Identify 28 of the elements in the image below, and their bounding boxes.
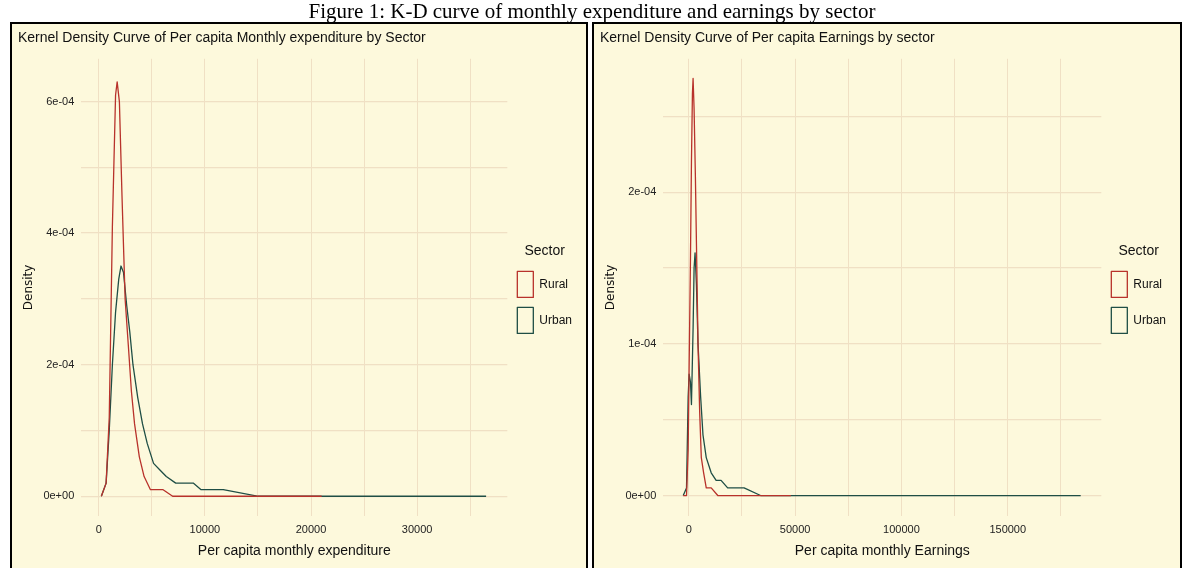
x-tick-label: 30000 — [401, 522, 433, 535]
legend-title: Sector — [1118, 242, 1160, 259]
y-axis-title: Density — [603, 264, 618, 311]
x-tick-label: 20000 — [295, 522, 327, 535]
y-tick-label: 0e+00 — [43, 489, 75, 502]
y-tick-label: 2e-04 — [46, 357, 75, 370]
y-tick-label: 1e-04 — [628, 336, 657, 349]
x-axis-title: Per capita monthly expenditure — [197, 542, 392, 559]
chart-title: Kernel Density Curve of Per capita Earnings by sector — [600, 29, 935, 46]
x-tick-label: 0 — [685, 522, 692, 535]
y-tick-label: 2e-04 — [628, 185, 657, 198]
y-tick-label: 4e-04 — [46, 226, 75, 239]
x-tick-label: 100000 — [883, 522, 920, 535]
legend-label: Rural — [1133, 276, 1162, 291]
legend-label: Urban — [539, 312, 572, 327]
legend-title: Sector — [524, 242, 566, 259]
y-tick-label: 6e-04 — [46, 94, 75, 107]
legend-label: Urban — [1133, 312, 1166, 327]
y-axis-title: Density — [21, 264, 36, 311]
x-tick-label: 150000 — [989, 522, 1027, 535]
caption: Figure 1: K-D curve of monthly expenditure and earnings by sector — [307, 0, 877, 23]
legend-label: Rural — [539, 276, 568, 291]
chart-title: Kernel Density Curve of Per capita Monthly expenditure by Sector — [18, 29, 427, 46]
x-tick-label: 10000 — [189, 522, 221, 535]
x-axis-title: Per capita monthly Earnings — [794, 542, 970, 559]
x-tick-label: 50000 — [779, 522, 811, 535]
y-tick-label: 0e+00 — [625, 488, 657, 501]
x-tick-label: 0 — [95, 522, 102, 535]
